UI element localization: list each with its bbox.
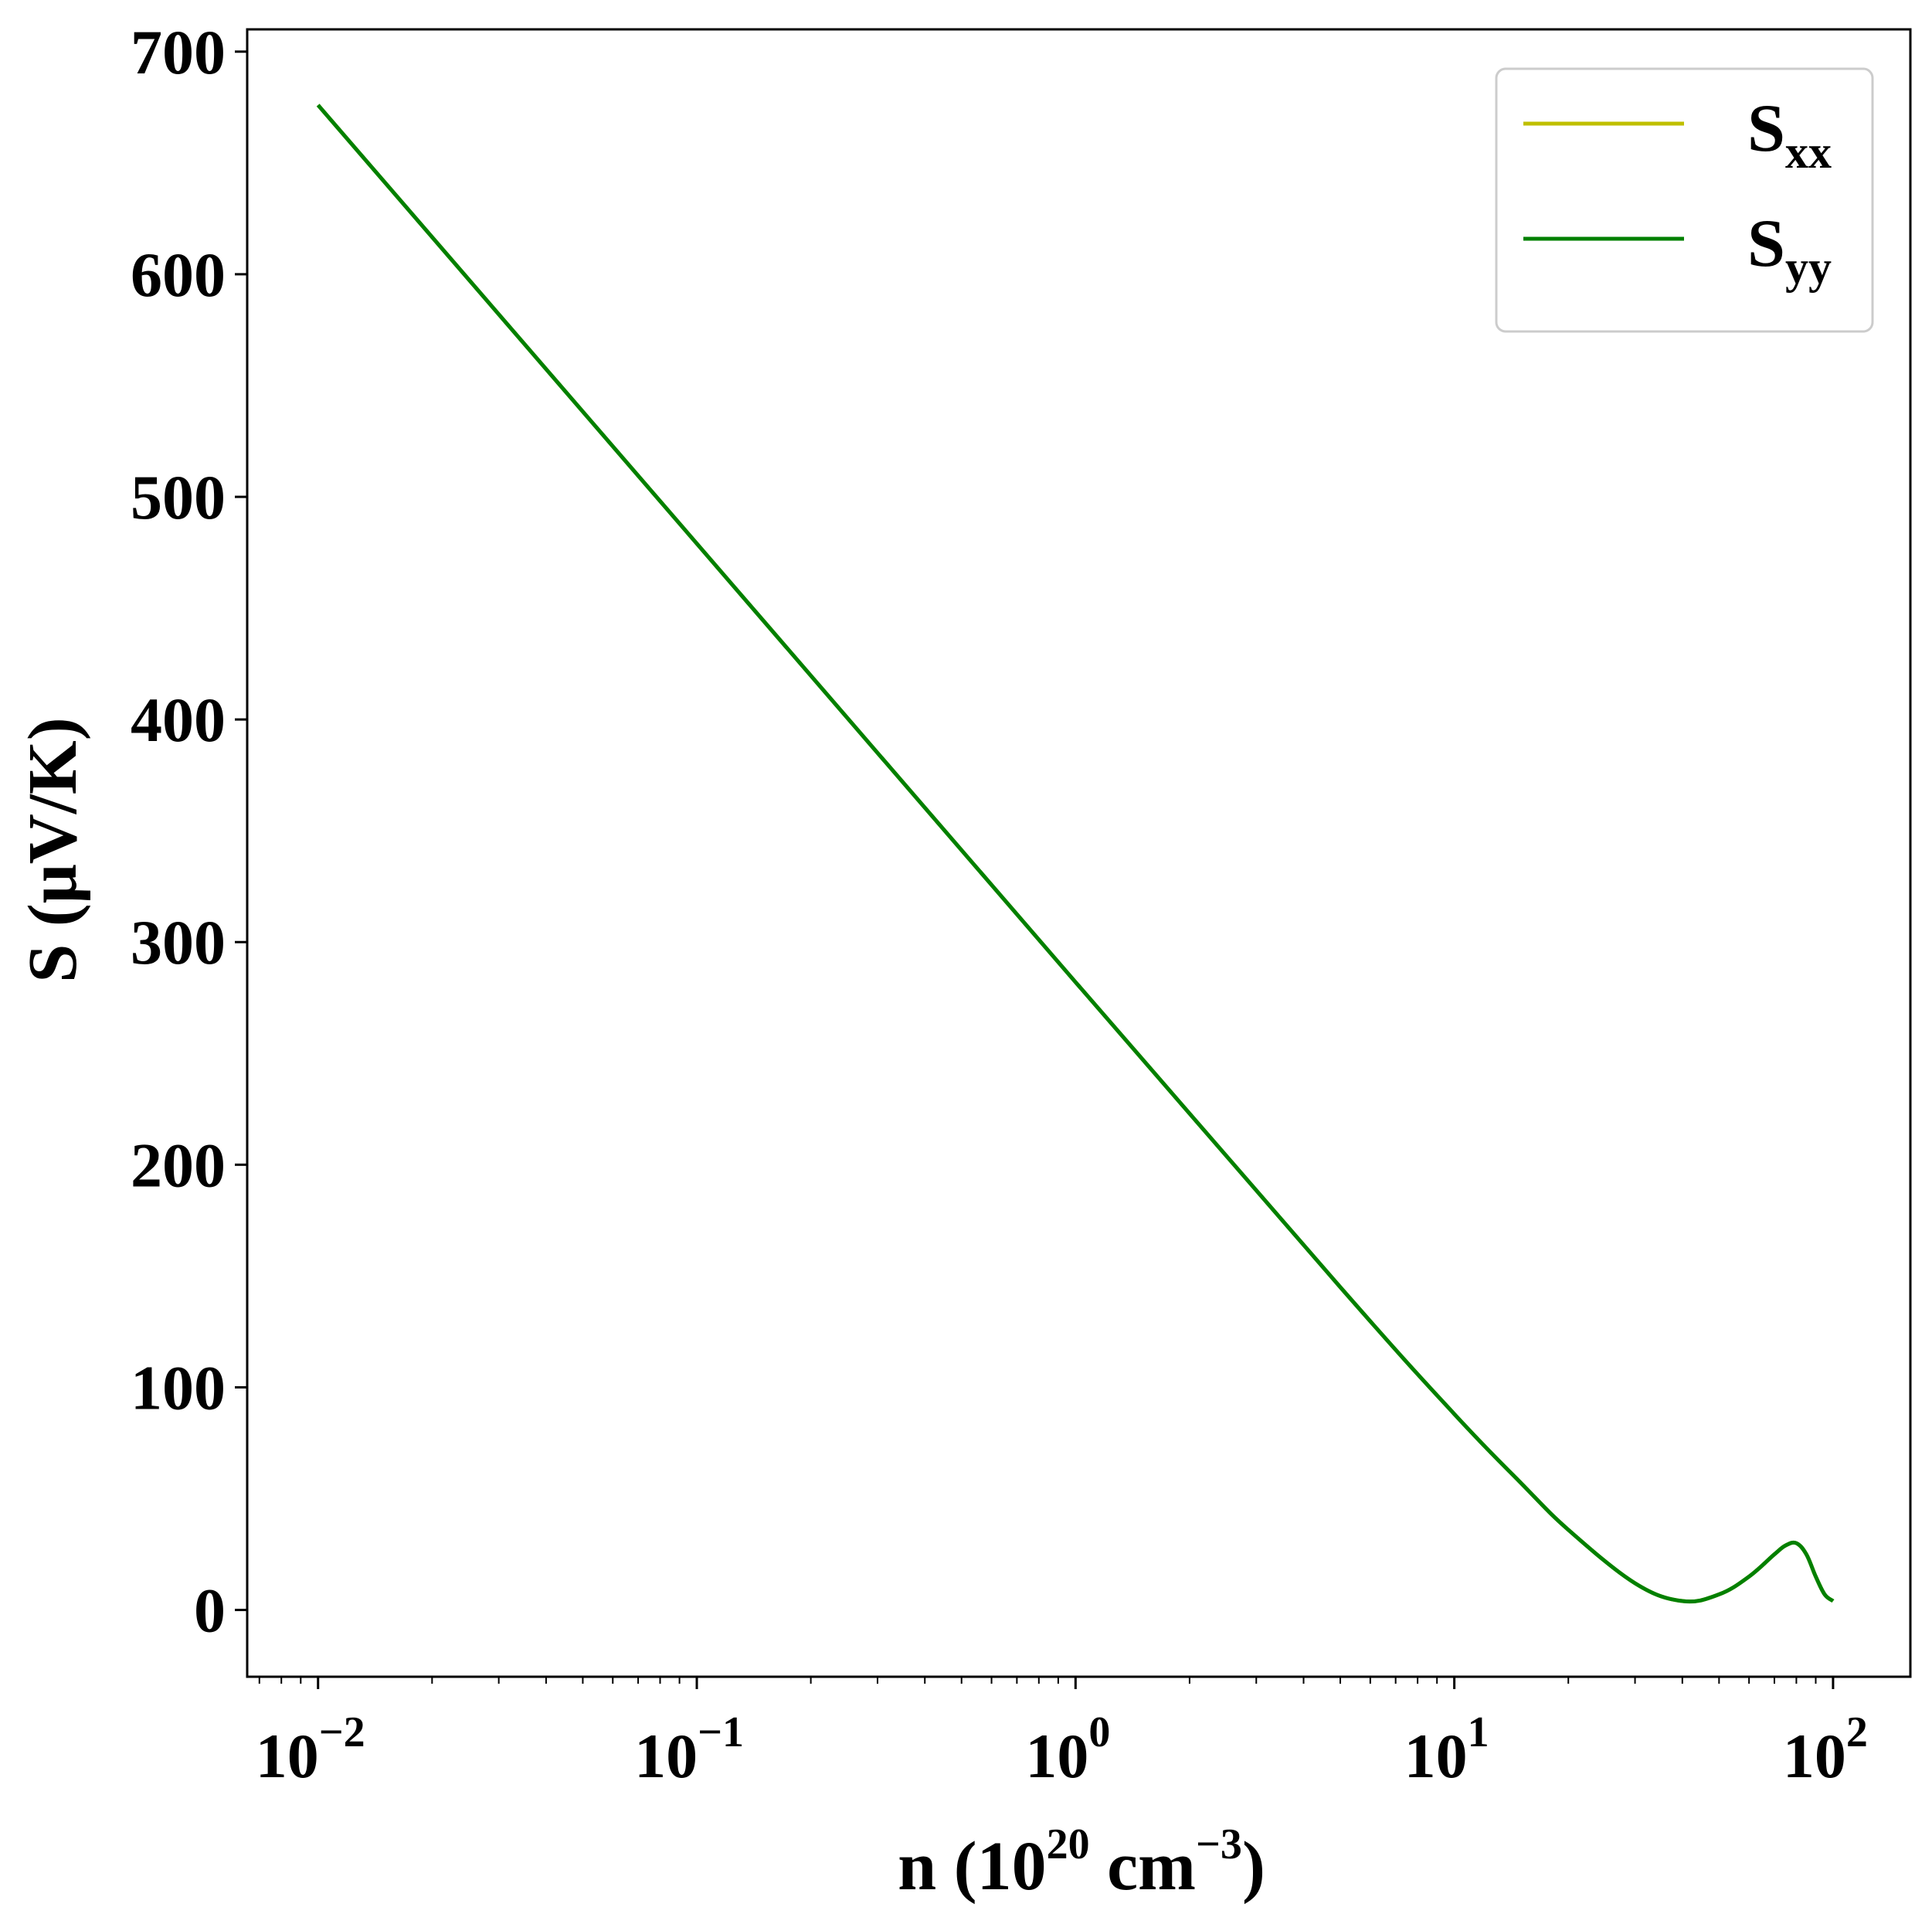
x-tick-label: 102 <box>1783 1708 1868 1791</box>
series-layer <box>316 104 1835 1604</box>
y-tick-label: 0 <box>194 1576 226 1646</box>
plot-frame <box>246 28 1912 1678</box>
y-axis-ticks: 0 100 200 300 400 500 600 700 <box>131 17 247 1646</box>
y-tick-label: 100 <box>131 1352 226 1423</box>
y-tick-label: 700 <box>131 17 226 87</box>
legend: Sxx Syy <box>1495 67 1874 333</box>
y-tick-label: 600 <box>131 240 226 310</box>
y-tick-label: 200 <box>131 1130 226 1200</box>
y-tick-label: 300 <box>131 907 226 977</box>
legend-box <box>1495 67 1874 333</box>
y-axis-label: S (μV/K) <box>15 717 91 983</box>
series-line-syy <box>316 104 1835 1604</box>
x-axis-label: n (1020 cm−3) <box>898 1820 1265 1905</box>
y-tick-label: 500 <box>131 462 226 532</box>
legend-label-syy: Syy <box>1747 206 1832 293</box>
x-tick-label: 101 <box>1404 1708 1489 1791</box>
x-tick-label: 100 <box>1025 1708 1110 1791</box>
x-axis-ticks: 10−2 10−1 100 101 102 <box>256 1677 1868 1791</box>
x-tick-label: 10−1 <box>634 1708 744 1791</box>
y-tick-label: 400 <box>131 685 226 755</box>
x-tick-label: 10−2 <box>256 1708 365 1791</box>
legend-label-sxx: Sxx <box>1747 91 1832 178</box>
